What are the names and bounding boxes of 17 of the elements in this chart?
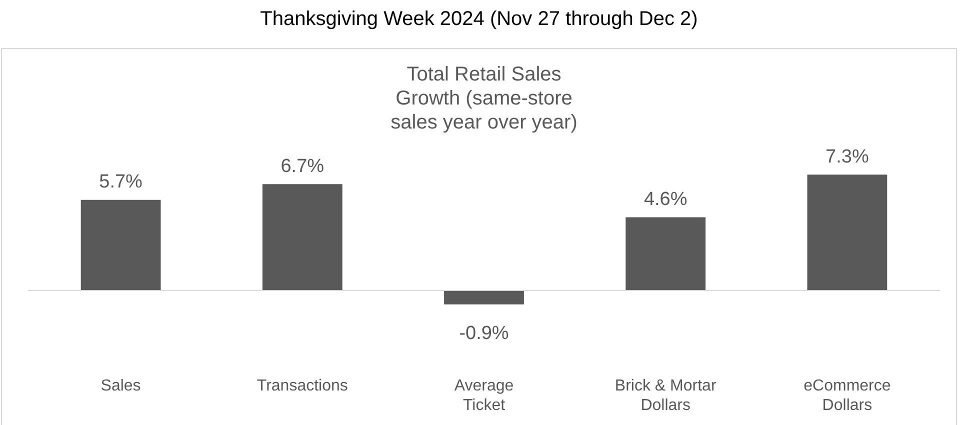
bar [262, 184, 342, 290]
x-tick-label: Average Ticket [454, 378, 514, 414]
bar [444, 290, 524, 304]
bar [626, 217, 706, 290]
data-label: 5.7% [99, 172, 143, 193]
data-label: 4.6% [644, 189, 688, 210]
x-tick-label: Brick & Mortar Dollars [614, 378, 717, 414]
data-label: -0.9% [459, 323, 509, 344]
x-tick-label: Sales [100, 378, 141, 395]
x-tick-label: Transactions [256, 378, 348, 395]
data-label: 7.3% [826, 146, 869, 168]
bar [807, 174, 888, 290]
bar [80, 200, 161, 290]
chart-subtitle: Total Retail Sales Growth (same-store sales year over year) [390, 64, 578, 134]
x-tick-label: eCommerce Dollars [804, 378, 891, 414]
data-label: 6.7% [280, 156, 324, 177]
chart-title: Thanksgiving Week 2024 (Nov 27 through Dec 2) [259, 8, 699, 31]
